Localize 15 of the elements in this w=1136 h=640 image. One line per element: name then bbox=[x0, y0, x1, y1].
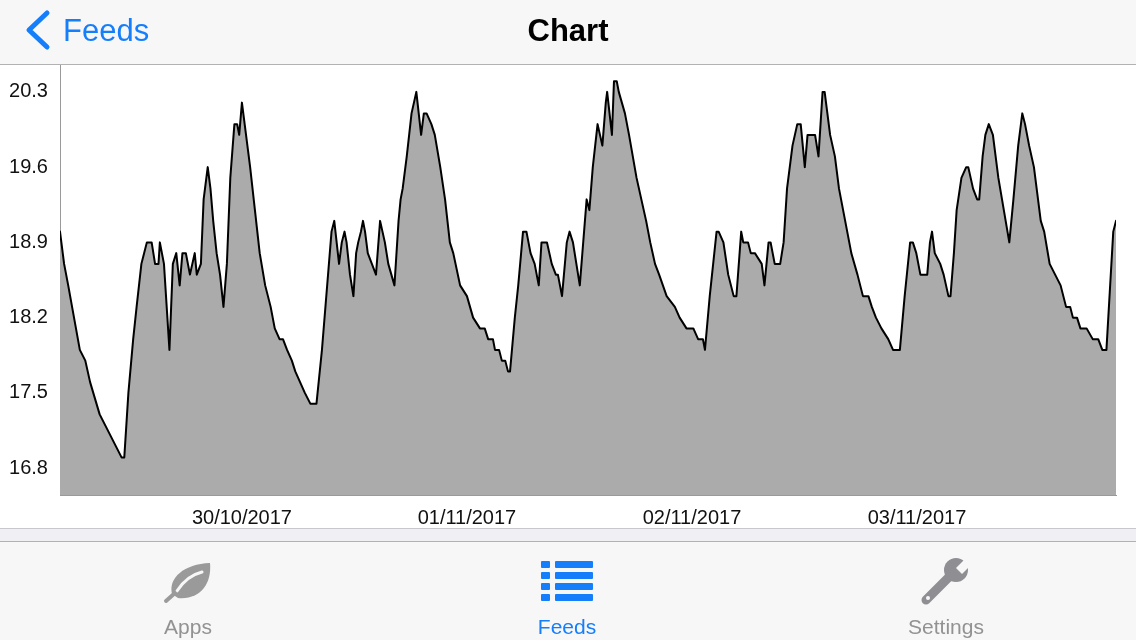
x-tick-label: 01/11/2017 bbox=[417, 505, 517, 528]
chart-title: Chart bbox=[527, 13, 609, 49]
y-tick-label: 18.9 bbox=[9, 229, 48, 252]
y-tick-label: 16.8 bbox=[9, 455, 48, 478]
x-tick-label: 30/10/2017 bbox=[191, 505, 292, 528]
y-tick-label: 19.6 bbox=[9, 154, 48, 177]
text: Apps bbox=[164, 615, 212, 639]
y-tick-label: 17.5 bbox=[9, 380, 48, 403]
x-tick-label: 02/11/2017 bbox=[642, 505, 742, 528]
y-tick-label: 18.2 bbox=[9, 305, 48, 328]
text: Feeds bbox=[63, 13, 150, 49]
y-tick-label: 20.3 bbox=[9, 79, 48, 102]
text: Feeds bbox=[537, 615, 597, 639]
text: Settings bbox=[908, 615, 984, 639]
x-tick-label: 03/11/2017 bbox=[867, 505, 967, 528]
